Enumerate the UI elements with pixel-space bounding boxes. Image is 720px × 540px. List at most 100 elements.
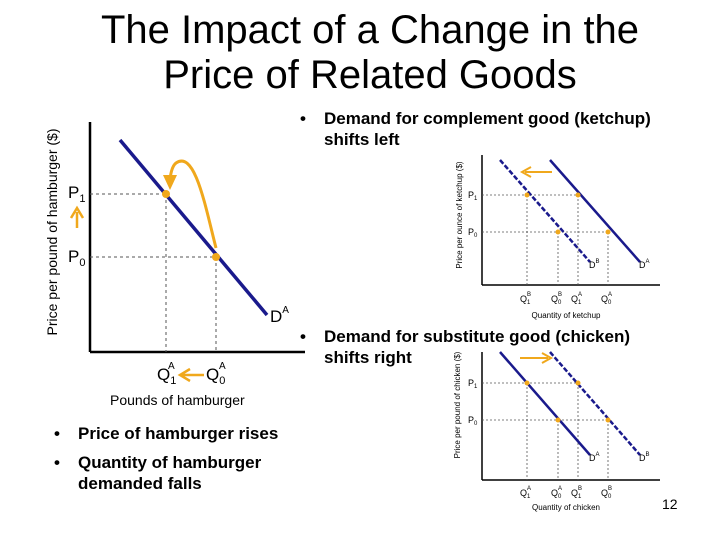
svg-text:Q1: Q1	[571, 294, 582, 306]
label-p1: P1	[68, 183, 85, 205]
slide-title: The Impact of a Change in the Price of R…	[20, 8, 720, 98]
ketchup-point-2	[555, 229, 561, 235]
point-p0	[212, 253, 220, 261]
ketchup-da-sup: A	[646, 259, 650, 265]
ketchup-p0-sub: 0	[474, 233, 478, 239]
chicken-db-sup: B	[646, 452, 650, 458]
ketchup-db-sup: B	[596, 259, 600, 265]
x-axis-label: Pounds of hamburger	[110, 392, 245, 408]
demand-curve	[118, 138, 269, 317]
svg-text:Q1: Q1	[520, 488, 531, 500]
q1-sub: 1	[170, 375, 176, 387]
chicken-x-axis-label: Quantity of chicken	[532, 503, 600, 512]
ketchup-q1a-sub: 1	[578, 300, 582, 306]
chicken-q-label-1: Q1 A	[520, 486, 531, 500]
bullet-price-rises: • Price of hamburger rises	[54, 423, 354, 444]
ketchup-point-1	[524, 192, 530, 198]
demand-sup: A	[282, 305, 289, 316]
chicken-p1-base: P	[468, 378, 474, 388]
label-q0: Q0	[206, 365, 225, 387]
chicken-q1a-sup: A	[527, 486, 531, 492]
ketchup-y-axis-label: Price per ounce of ketchup ($)	[455, 161, 464, 269]
chicken-shift-arrow-icon	[520, 352, 554, 364]
bullet-quantity-falls: • Quantity of hamburger demanded falls	[54, 452, 354, 494]
bullet-substitute-line-2: shifts right	[324, 348, 412, 367]
chicken-label-da: DA	[589, 452, 600, 463]
q0-sup: A	[219, 361, 226, 372]
p0-sub: 0	[79, 257, 85, 269]
ketchup-q1b-base: Q	[520, 294, 527, 304]
ketchup-q1a-sup: A	[578, 292, 582, 298]
ketchup-p0-base: P	[468, 227, 474, 237]
ketchup-label-p0: P0	[468, 227, 478, 239]
ketchup-db-base: D	[589, 260, 596, 270]
movement-arrow	[168, 159, 218, 249]
bullet-dot: •	[54, 424, 60, 443]
ketchup-demand-b-curve	[499, 159, 591, 263]
chicken-q0b-base: Q	[601, 488, 608, 498]
bullet-complement-line-1: Demand for complement good (ketchup)	[324, 109, 651, 128]
svg-text:Q1: Q1	[520, 294, 531, 306]
chicken-q0a-base: Q	[551, 488, 558, 498]
ketchup-label-db: DB	[589, 259, 600, 270]
ketchup-q-label-1: Q1 B	[520, 292, 531, 306]
ketchup-label-da: DA	[639, 259, 650, 270]
ketchup-q0a-sub: 0	[608, 300, 612, 306]
chicken-q-label-2: Q0 A	[551, 486, 562, 500]
title-line-1: The Impact of a Change in the	[100, 8, 640, 52]
label-p0: P0	[68, 247, 85, 269]
left-arrow-icon	[177, 367, 204, 383]
bullet-complement-line-2: shifts left	[324, 130, 400, 149]
ketchup-q0b-sup: B	[558, 292, 562, 298]
chicken-point-1	[524, 380, 530, 386]
chicken-label-p1: P1	[468, 378, 478, 390]
chicken-demand-a-curve	[499, 351, 591, 456]
chicken-q1b-base: Q	[571, 488, 578, 498]
p1-sub: 1	[79, 193, 85, 205]
q1-base: Q	[157, 365, 170, 384]
ketchup-q1b-sub: 1	[527, 300, 531, 306]
ketchup-q-label-3: Q1 A	[571, 292, 582, 306]
chicken-q0a-sup: A	[558, 486, 562, 492]
ketchup-q1a-base: Q	[571, 294, 578, 304]
chicken-q1a-base: Q	[520, 488, 527, 498]
chicken-y-axis-label: Price per pound of chicken ($)	[453, 351, 462, 458]
p0-base: P	[68, 247, 79, 266]
ketchup-q-label-2: Q0 B	[551, 292, 562, 306]
svg-text:Q1: Q1	[571, 488, 582, 500]
page-number: 12	[662, 496, 678, 512]
ketchup-demand-a-curve	[549, 159, 641, 263]
chicken-label-p0: P0	[468, 415, 478, 427]
chicken-q0a-sub: 0	[558, 494, 562, 500]
bullet-complement: • Demand for complement good (ketchup) s…	[300, 108, 720, 150]
ketchup-x-axis-label: Quantity of ketchup	[532, 311, 601, 320]
chicken-q-label-3: Q1 B	[571, 486, 582, 500]
title-line-2: Price of Related Goods	[163, 53, 577, 97]
ketchup-q0b-sub: 0	[558, 300, 562, 306]
ketchup-q0a-sup: A	[608, 292, 612, 298]
chicken-label-db: DB	[639, 452, 650, 463]
ketchup-q1b-sup: B	[527, 292, 531, 298]
chicken-q1b-sub: 1	[578, 494, 582, 500]
chicken-q1b-sup: B	[578, 486, 582, 492]
chicken-demand-b-curve	[549, 351, 641, 456]
svg-text:Q0: Q0	[551, 294, 562, 306]
chicken-p0-sub: 0	[474, 421, 478, 427]
chicken-q0b-sup: B	[608, 486, 612, 492]
bullet-quantity-falls-line-2: demanded falls	[78, 474, 202, 493]
ketchup-label-p1: P1	[468, 190, 478, 202]
ketchup-p1-sub: 1	[474, 196, 478, 202]
q1-sup: A	[168, 361, 175, 372]
ketchup-da-base: D	[639, 260, 646, 270]
ketchup-shift-arrow-icon	[519, 166, 552, 178]
ketchup-q0b-base: Q	[551, 294, 558, 304]
chicken-q0b-sub: 0	[608, 494, 612, 500]
label-demand: DA	[270, 305, 289, 326]
chicken-p0-base: P	[468, 415, 474, 425]
svg-text:Q0: Q0	[601, 488, 612, 500]
svg-text:Q0: Q0	[601, 294, 612, 306]
movement-arrowhead	[163, 175, 177, 190]
chicken-db-base: D	[639, 453, 646, 463]
